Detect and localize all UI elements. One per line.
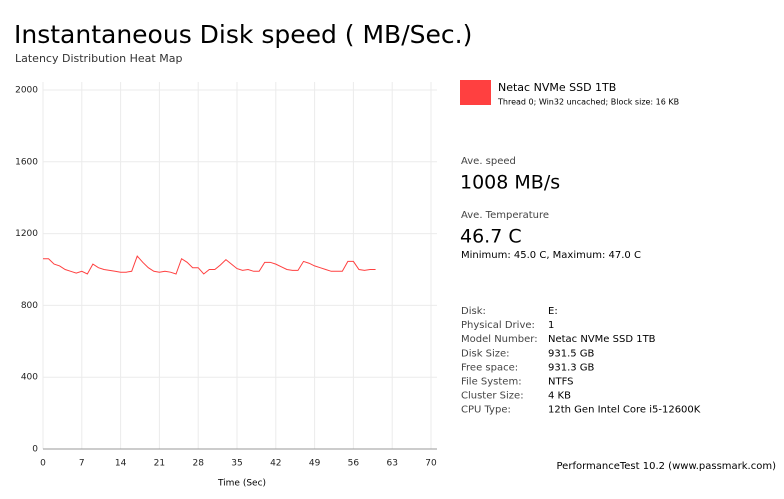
y-tick-label: 800 bbox=[21, 301, 38, 311]
stat-value: 46.7 C bbox=[460, 226, 522, 248]
info-value: 931.3 GB bbox=[548, 362, 595, 373]
info-key: Model Number: bbox=[461, 334, 538, 345]
info-value: 1 bbox=[548, 320, 554, 331]
y-tick-label: 0 bbox=[32, 445, 38, 455]
info-value: Netac NVMe SSD 1TB bbox=[548, 334, 656, 345]
info-key: Cluster Size: bbox=[461, 391, 524, 402]
info-value: NTFS bbox=[548, 377, 574, 388]
x-tick-label: 49 bbox=[309, 459, 321, 469]
y-tick-label: 1600 bbox=[15, 157, 38, 167]
x-tick-label: 42 bbox=[270, 459, 281, 469]
info-key: File System: bbox=[461, 377, 522, 388]
info-key: Disk: bbox=[461, 306, 486, 317]
legend-swatch bbox=[460, 80, 491, 105]
y-tick-label: 2000 bbox=[15, 86, 38, 96]
x-tick-label: 21 bbox=[154, 459, 165, 469]
x-axis-title: Time (Sec) bbox=[217, 479, 266, 489]
info-key: Disk Size: bbox=[461, 348, 510, 359]
info-key: Physical Drive: bbox=[461, 320, 535, 331]
x-tick-label: 28 bbox=[192, 459, 204, 469]
y-tick-label: 1200 bbox=[15, 229, 38, 239]
stat-label: Ave. speed bbox=[461, 156, 516, 167]
info-key: CPU Type: bbox=[461, 405, 511, 416]
x-tick-label: 63 bbox=[386, 459, 397, 469]
footer: PerformanceTest 10.2 (www.passmark.com) bbox=[557, 461, 777, 472]
x-tick-label: 7 bbox=[79, 459, 85, 469]
x-tick-label: 35 bbox=[231, 459, 242, 469]
stat-note: Minimum: 45.0 C, Maximum: 47.0 C bbox=[461, 250, 641, 261]
info-key: Free space: bbox=[461, 362, 518, 373]
stat-value: 1008 MB/s bbox=[460, 172, 560, 194]
info-value: 12th Gen Intel Core i5-12600K bbox=[548, 405, 701, 416]
x-tick-label: 70 bbox=[425, 459, 437, 469]
info-value: 931.5 GB bbox=[548, 348, 595, 359]
chart-subtitle: Latency Distribution Heat Map bbox=[15, 52, 182, 65]
chart-title: Instantaneous Disk speed ( MB/Sec.) bbox=[14, 20, 472, 49]
x-tick-label: 0 bbox=[40, 459, 46, 469]
stat-label: Ave. Temperature bbox=[461, 210, 549, 221]
x-tick-label: 14 bbox=[115, 459, 127, 469]
x-tick-label: 56 bbox=[348, 459, 360, 469]
info-value: 4 KB bbox=[548, 391, 571, 402]
data-line bbox=[43, 255, 376, 275]
y-tick-label: 400 bbox=[21, 373, 38, 383]
legend-label: Netac NVMe SSD 1TB bbox=[498, 81, 616, 94]
info-value: E: bbox=[548, 306, 558, 317]
legend-note: Thread 0; Win32 uncached; Block size: 16… bbox=[497, 98, 679, 107]
